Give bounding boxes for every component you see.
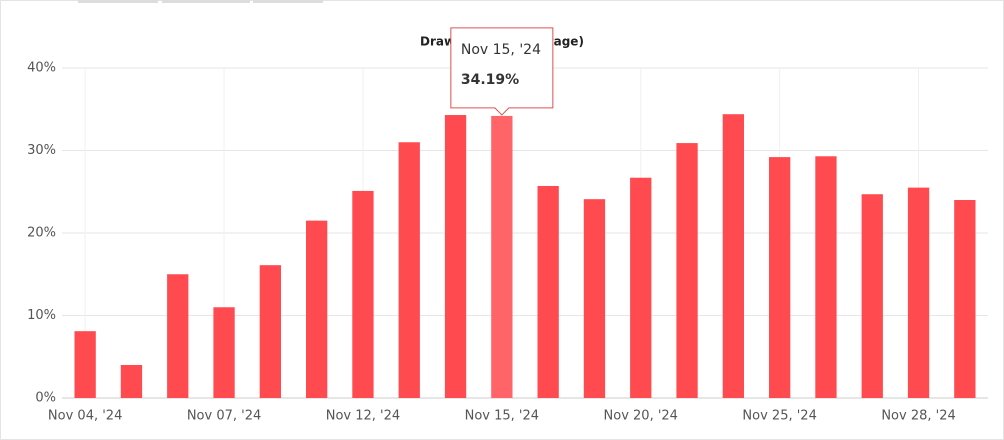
tab bbox=[253, 0, 323, 3]
bar bbox=[722, 114, 744, 398]
x-tick-label: Nov 07, '24 bbox=[187, 409, 261, 424]
bar bbox=[861, 194, 883, 398]
bar bbox=[444, 115, 467, 399]
x-tick-label: Nov 20, '24 bbox=[604, 409, 678, 424]
y-tick-label: 20% bbox=[27, 226, 56, 241]
bar bbox=[907, 187, 930, 398]
tab bbox=[162, 0, 250, 3]
bar bbox=[815, 156, 837, 398]
y-tick-label: 0% bbox=[35, 391, 56, 406]
bar bbox=[630, 177, 652, 398]
x-tick-label: Nov 15, '24 bbox=[465, 409, 539, 424]
bar bbox=[306, 220, 328, 398]
bar bbox=[583, 199, 606, 398]
x-tick-label: Nov 25, '24 bbox=[742, 409, 816, 424]
bar bbox=[167, 274, 189, 398]
y-tick-label: 30% bbox=[27, 143, 56, 158]
bar bbox=[74, 331, 96, 398]
x-tick-label: Nov 28, '24 bbox=[881, 409, 955, 424]
x-tick-label: Nov 04, '24 bbox=[48, 409, 122, 424]
tooltip: Nov 15, '24 34.19% bbox=[450, 27, 554, 116]
bar bbox=[676, 143, 698, 398]
y-tick-label: 10% bbox=[27, 308, 56, 323]
bar bbox=[259, 265, 281, 398]
bar bbox=[954, 200, 976, 398]
bar bbox=[491, 115, 513, 399]
tab bbox=[78, 0, 158, 3]
tooltip-value: 34.19% bbox=[461, 72, 519, 88]
bar bbox=[769, 157, 791, 398]
bar bbox=[398, 142, 420, 398]
tooltip-box bbox=[450, 27, 554, 116]
bar bbox=[352, 190, 374, 398]
x-tick-label: Nov 12, '24 bbox=[326, 409, 400, 424]
bar bbox=[120, 365, 143, 398]
tooltip-title: Nov 15, '24 bbox=[461, 42, 541, 58]
bar bbox=[213, 307, 235, 398]
bar bbox=[537, 185, 559, 398]
y-tick-label: 40% bbox=[27, 61, 56, 76]
